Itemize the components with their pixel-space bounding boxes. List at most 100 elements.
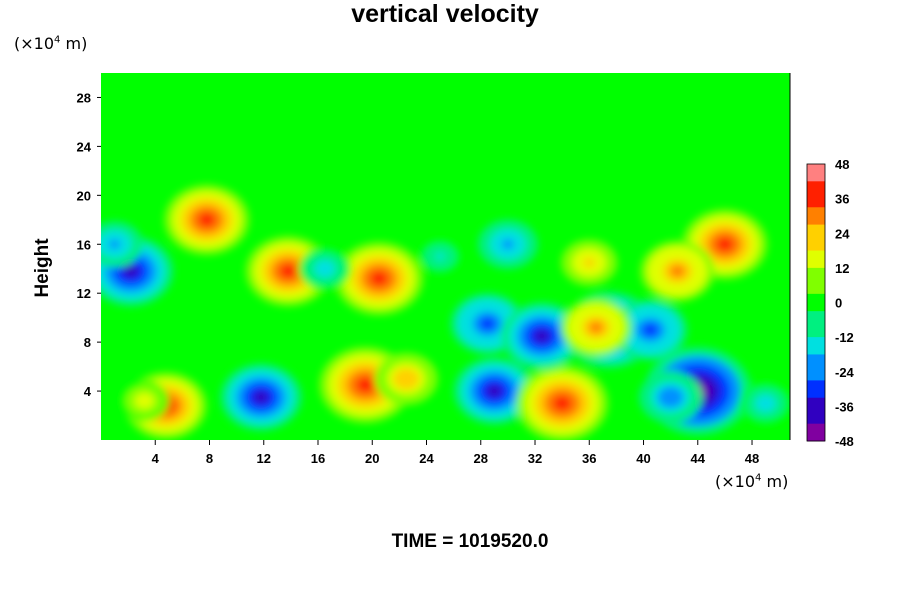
colorbar-tick-label: -36 [835,399,854,414]
y-axis: 4 8 12 16 20 24 28 [77,90,101,399]
y-tick-label: 16 [77,237,91,252]
colorbar-tick-label: 36 [835,192,849,207]
contour-feature [419,239,461,274]
contour-feature [640,240,715,302]
y-tick-label: 8 [84,335,91,350]
colorbar-frame [806,163,826,442]
colorbar-swatch [807,241,825,252]
x-axis: 4 8 12 16 20 24 28 32 36 40 44 48 [152,440,759,466]
contour-level [198,212,216,227]
colorbar-swatch [807,181,825,191]
x-tick-label: 40 [636,451,650,466]
contour-feature [478,219,538,269]
contour-level [122,264,140,279]
colorbar-tick-label: 48 [835,157,849,172]
contour-feature [560,298,632,357]
colorbar-swatch [807,319,825,329]
colorbar-swatch [807,233,825,243]
contour-level [486,384,503,398]
contour-feature [639,371,703,424]
colorbar-swatch [807,250,825,260]
colorbar-swatch [807,432,825,442]
colorbar-tick-label: 0 [835,296,842,311]
colorbar-swatch [807,215,825,226]
contour-feature [120,380,169,421]
contour-level [716,237,734,252]
contour-feature [298,247,351,291]
contour-level [319,264,331,274]
y-tick-label: 24 [77,139,92,154]
colorbar-swatch [807,224,825,234]
colorbar-swatch [807,363,825,373]
colorbar-swatch [807,276,825,286]
contour-level [642,323,658,336]
x-tick-label: 28 [474,451,488,466]
chart-title: vertical velocity [351,0,539,28]
x-tick-label: 20 [365,451,379,466]
contour-feature [739,381,790,425]
colorbar-swatch [807,328,825,338]
contour-level [552,395,572,411]
y-axis-unit: (×104 m) [14,34,88,53]
colorbar-swatch [807,397,825,407]
x-tick-label: 48 [745,451,759,466]
contour-level [501,239,514,250]
x-tick-label: 16 [311,451,325,466]
x-tick-label: 32 [528,451,542,466]
x-tick-label: 4 [152,451,160,466]
y-tick-label: 12 [77,286,91,301]
x-tick-label: 8 [206,451,213,466]
contour-level [356,377,375,393]
x-tick-label: 36 [582,451,596,466]
contour-feature [101,221,143,268]
contour-level [139,396,150,405]
contour-level [664,391,677,403]
contour-level [480,317,495,330]
colorbar-swatch [807,380,825,390]
contour-level [760,399,771,408]
x-axis-unit: (×104 m) [715,472,789,491]
colorbar-swatch [807,337,825,347]
colorbar-swatch [807,189,825,200]
contour-feature [516,365,609,440]
colorbar-swatch [807,293,825,303]
colorbar-swatch [807,389,825,399]
plot-area [101,73,791,440]
x-tick-label: 24 [419,451,434,466]
contour-level [670,265,685,278]
colorbar-tick-label: 24 [835,226,850,241]
contour-feature [334,242,424,316]
colorbar-swatch [807,311,825,321]
colorbar-tick-label: 12 [835,261,849,276]
colorbar-swatch [807,354,825,364]
colorbar-swatch [807,285,825,295]
contour-level [252,390,270,404]
contour-level [533,329,550,343]
colorbar-tick-label: -48 [835,434,854,449]
colorbar-swatch [807,198,825,208]
contour-feature [164,184,250,255]
y-tick-label: 4 [84,384,92,399]
colorbar-swatch [807,172,825,182]
colorbar-swatch [807,164,825,174]
y-tick-label: 20 [77,188,91,203]
x-tick-label: 44 [691,451,706,466]
contour-feature [453,357,535,425]
colorbar-swatch [807,302,825,312]
colorbar-swatch [807,267,825,278]
time-label: TIME = 1019520.0 [391,531,549,552]
contour-feature [613,299,688,361]
colorbar-swatch [807,415,825,425]
contour-feature [220,363,302,431]
colorbar-tick-label: -24 [835,365,855,380]
contour-level [589,321,604,334]
contour-feature [374,352,438,405]
colorbar-swatch [807,406,825,416]
contour-level [108,239,121,249]
colorbar-swatch [807,371,825,381]
contour-level [435,253,445,260]
colorbar-tick-label: -12 [835,330,854,345]
contour-level [583,258,595,268]
y-tick-label: 28 [77,90,91,105]
